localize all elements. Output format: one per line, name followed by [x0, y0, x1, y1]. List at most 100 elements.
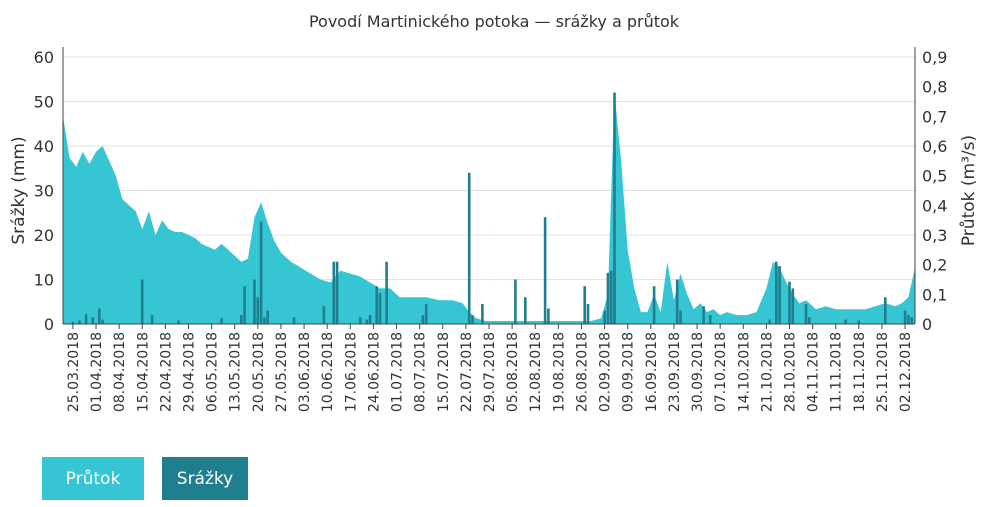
y-left-tick-label: 30 [34, 182, 54, 201]
rainfall-bar [375, 286, 378, 324]
y-right-tick-label: 0,2 [922, 256, 947, 275]
x-tick-label: 25.11.2018 [875, 332, 891, 412]
rainfall-bar [91, 317, 94, 324]
rainfall-bar [78, 320, 81, 324]
x-tick-label: 29.07.2018 [482, 332, 498, 412]
legend-flow-button[interactable]: Průtok [42, 457, 144, 500]
y-left-tick-label: 10 [34, 271, 54, 290]
x-tick-label: 29.04.2018 [181, 332, 197, 412]
rainfall-bar [903, 310, 907, 324]
rainfall-bar [467, 172, 471, 324]
rainfall-bar [583, 286, 586, 324]
rainfall-bar [365, 319, 369, 324]
x-tick-label: 22.04.2018 [158, 332, 174, 412]
rainfall-bar [603, 310, 606, 324]
rainfall-bar [421, 315, 425, 324]
rainfall-bar [857, 320, 861, 324]
y-left-tick-label: 60 [34, 48, 54, 67]
chart-area: Povodí Martinického potoka — srážky a pr… [9, 12, 979, 412]
rainfall-bar [702, 306, 705, 324]
rainfall-bar [768, 319, 771, 324]
y-right-tick-label: 0,6 [922, 137, 947, 156]
rainfall-bar [606, 272, 610, 324]
x-tick-label: 02.12.2018 [898, 332, 914, 412]
x-tick-label: 22.07.2018 [459, 332, 475, 412]
rainfall-bar [259, 221, 263, 324]
x-tick-label: 05.08.2018 [505, 332, 521, 412]
rainfall-bar [253, 279, 256, 324]
rainfall-bar [708, 315, 712, 324]
legend-rainfall-button[interactable]: Srážky [162, 457, 248, 500]
x-tick-label: 17.06.2018 [343, 332, 359, 412]
flow-area [63, 92, 915, 324]
rainfall-bar [788, 281, 791, 324]
rainfall-bar [424, 304, 428, 324]
rainfall-bar [84, 313, 88, 324]
rainfall-bar [266, 310, 269, 324]
y-right-tick-label: 0,9 [922, 48, 947, 67]
y-left-tick-label: 40 [34, 137, 54, 156]
rainfall-bar [150, 315, 154, 324]
chart-title: Povodí Martinického potoka — srážky a pr… [309, 12, 680, 31]
y-left-tick-label: 20 [34, 226, 54, 245]
rainfall-bar [778, 266, 781, 324]
rainfall-bar [358, 317, 362, 324]
x-tick-label: 15.07.2018 [436, 332, 452, 412]
rainfall-bar [378, 292, 382, 324]
x-tick-label: 03.06.2018 [297, 332, 313, 412]
x-tick-label: 26.08.2018 [574, 332, 590, 412]
y-left-axis-title: Srážky (mm) [9, 136, 29, 244]
x-tick-label: 25.03.2018 [66, 332, 82, 412]
rainfall-bar [609, 270, 613, 324]
rainfall-bar [804, 304, 808, 324]
rainfall-bar [101, 319, 104, 324]
x-tick-label: 18.11.2018 [852, 332, 868, 412]
y-right-tick-label: 0 [922, 315, 932, 334]
rainfall-bar [791, 288, 795, 324]
x-tick-label: 09.09.2018 [621, 332, 637, 412]
x-tick-label: 28.10.2018 [783, 332, 799, 412]
x-tick-label: 06.05.2018 [205, 332, 221, 412]
y-right-tick-label: 0,7 [922, 107, 947, 126]
x-tick-label: 01.07.2018 [390, 332, 406, 412]
x-tick-label: 16.09.2018 [644, 332, 660, 412]
x-tick-label: 08.04.2018 [112, 332, 128, 412]
rainfall-bar [884, 297, 887, 324]
rainfall-bar [844, 319, 847, 324]
rainfall-bar [243, 286, 246, 324]
x-tick-label: 30.09.2018 [690, 332, 706, 412]
rainfall-bar [547, 308, 550, 324]
rainfall-bar [140, 279, 144, 324]
x-tick-label: 19.08.2018 [551, 332, 567, 412]
x-tick-label: 01.04.2018 [89, 332, 105, 412]
rainfall-bar [322, 306, 326, 324]
y-right-tick-label: 0,3 [922, 226, 947, 245]
rainfall-bar [613, 92, 616, 324]
y-right-tick-label: 0,5 [922, 167, 947, 186]
rainfall-bar [675, 279, 679, 324]
rainfall-bar [481, 304, 484, 324]
rainfall-bar [514, 279, 517, 324]
x-tick-label: 21.10.2018 [759, 332, 775, 412]
x-tick-label: 27.05.2018 [274, 332, 290, 412]
rainfall-bar [240, 315, 243, 324]
rainfall-bar [679, 310, 682, 324]
x-tick-label: 14.10.2018 [736, 332, 752, 412]
x-tick-label: 10.06.2018 [320, 332, 336, 412]
rainfall-bar [263, 317, 266, 324]
y-right-tick-label: 0,4 [922, 196, 947, 215]
rainfall-bar [332, 261, 336, 324]
x-tick-label: 13.05.2018 [228, 332, 244, 412]
rainfall-bar [524, 297, 527, 324]
y-right-tick-label: 0,8 [922, 78, 947, 97]
rainfall-bar [177, 320, 180, 324]
rainfall-bar [368, 315, 372, 324]
rainfall-bar [335, 261, 339, 324]
x-tick-label: 23.09.2018 [667, 332, 683, 412]
rainfall-bar [775, 261, 778, 324]
rainfall-bar [292, 317, 296, 324]
x-tick-label: 08.07.2018 [413, 332, 429, 412]
rainfall-bar [98, 308, 101, 324]
x-tick-label: 20.05.2018 [251, 332, 267, 412]
rainfall-bar [910, 317, 913, 324]
